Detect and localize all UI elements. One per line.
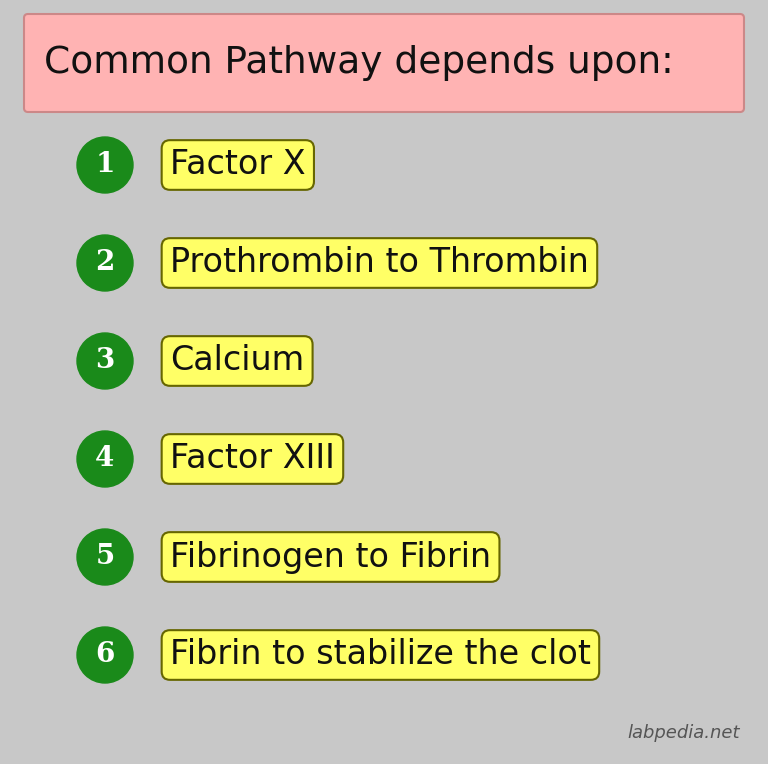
- Text: Fibrinogen to Fibrin: Fibrinogen to Fibrin: [170, 540, 491, 574]
- Text: 3: 3: [95, 348, 114, 374]
- Text: 1: 1: [95, 151, 114, 179]
- Text: 2: 2: [95, 250, 114, 277]
- Circle shape: [77, 137, 133, 193]
- Text: 5: 5: [95, 543, 114, 571]
- Circle shape: [77, 431, 133, 487]
- FancyBboxPatch shape: [24, 14, 744, 112]
- Text: Factor X: Factor X: [170, 148, 306, 182]
- Text: 6: 6: [95, 642, 114, 668]
- Circle shape: [77, 627, 133, 683]
- Text: labpedia.net: labpedia.net: [627, 724, 740, 742]
- Text: Calcium: Calcium: [170, 345, 304, 377]
- Circle shape: [77, 235, 133, 291]
- Circle shape: [77, 333, 133, 389]
- Text: 4: 4: [95, 445, 114, 472]
- Circle shape: [77, 529, 133, 585]
- Text: Common Pathway depends upon:: Common Pathway depends upon:: [44, 45, 674, 81]
- Text: Prothrombin to Thrombin: Prothrombin to Thrombin: [170, 247, 589, 280]
- Text: Factor XIII: Factor XIII: [170, 442, 335, 475]
- Text: Fibrin to stabilize the clot: Fibrin to stabilize the clot: [170, 639, 591, 672]
